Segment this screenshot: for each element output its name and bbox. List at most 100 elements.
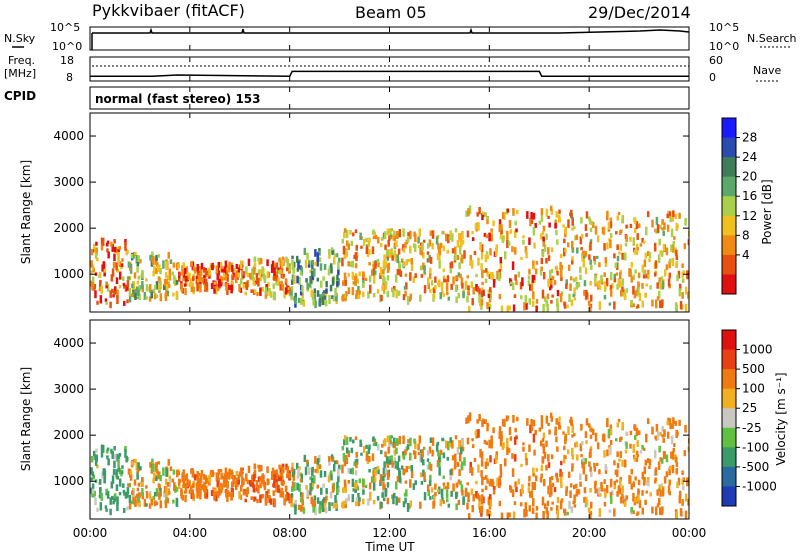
velocity-cell xyxy=(191,489,195,497)
power-cell xyxy=(106,240,110,244)
power-cell xyxy=(252,267,256,275)
power-cell xyxy=(470,260,474,269)
velocity-cell xyxy=(104,505,108,509)
colorbar-tick-label: 20 xyxy=(742,170,757,184)
power-cell xyxy=(173,275,176,285)
velocity-cell xyxy=(481,494,484,498)
velocity-cell xyxy=(589,501,593,509)
power-cell xyxy=(642,240,646,244)
power-cell xyxy=(607,221,611,231)
power-cell xyxy=(575,234,579,240)
velocity-cell xyxy=(668,479,671,486)
x-tick-label: 16:00 xyxy=(472,526,507,540)
power-cell xyxy=(489,290,493,300)
velocity-cell xyxy=(343,458,347,467)
velocity-cell xyxy=(580,423,583,431)
power-cell xyxy=(511,246,514,252)
power-cell xyxy=(371,246,375,255)
power-cell xyxy=(328,254,331,259)
power-cell xyxy=(541,289,545,299)
power-cell xyxy=(100,244,104,251)
velocity-cell xyxy=(367,498,370,506)
velocity-cell xyxy=(547,462,551,468)
power-cell xyxy=(508,219,512,229)
velocity-cell xyxy=(216,480,219,488)
velocity-cell xyxy=(90,467,93,475)
velocity-cell xyxy=(604,463,608,471)
velocity-cell xyxy=(621,485,624,493)
velocity-cell xyxy=(386,497,390,505)
velocity-cell xyxy=(211,469,214,478)
velocity-cell xyxy=(188,480,191,487)
power-cell xyxy=(521,277,524,287)
power-cell xyxy=(309,269,312,273)
velocity-cell xyxy=(196,477,200,485)
velocity-cell xyxy=(403,492,407,497)
velocity-cell xyxy=(560,476,563,485)
power-cell xyxy=(389,248,392,253)
power-cell xyxy=(522,239,525,245)
velocity-cell xyxy=(386,471,390,480)
power-cell xyxy=(135,293,139,298)
velocity-cell xyxy=(562,454,566,464)
velocity-cell xyxy=(341,445,345,451)
power-cell xyxy=(351,260,354,268)
power-cell xyxy=(619,230,622,235)
velocity-cell xyxy=(606,417,609,427)
power-cell xyxy=(532,275,536,281)
power-cell xyxy=(589,239,593,244)
velocity-cell xyxy=(665,471,669,478)
power-cell xyxy=(153,284,157,290)
power-cell xyxy=(222,272,226,278)
power-cell xyxy=(613,253,616,259)
power-cell xyxy=(388,252,392,258)
velocity-cell xyxy=(365,453,369,462)
power-cell xyxy=(547,215,550,220)
power-cell xyxy=(469,259,472,267)
colorbar-segment xyxy=(722,157,736,178)
velocity-cell xyxy=(618,487,622,495)
power-cell xyxy=(287,286,291,291)
velocity-cell xyxy=(543,503,547,509)
power-cell xyxy=(579,266,582,274)
power-cell xyxy=(573,226,576,230)
power-cell xyxy=(603,294,607,300)
velocity-cell xyxy=(558,425,562,430)
velocity-cell xyxy=(208,474,211,483)
velocity-cell xyxy=(106,455,109,460)
power-cell xyxy=(95,247,98,255)
velocity-cell xyxy=(99,502,103,511)
velocity-cell xyxy=(645,433,648,443)
power-cell xyxy=(310,289,313,298)
velocity-cell xyxy=(620,496,623,504)
velocity-cell xyxy=(658,445,661,453)
power-cell xyxy=(121,258,124,262)
power-cell xyxy=(391,255,394,261)
power-cell xyxy=(671,257,675,267)
velocity-cell xyxy=(488,439,491,449)
velocity-cell xyxy=(290,497,293,505)
velocity-cell xyxy=(547,422,550,427)
power-cell xyxy=(132,281,136,290)
velocity-cell xyxy=(422,459,425,466)
velocity-cell xyxy=(196,485,200,490)
power-cell xyxy=(610,289,613,297)
velocity-cell xyxy=(643,466,647,475)
power-cell xyxy=(678,283,682,291)
velocity-cell xyxy=(186,478,189,484)
power-cell xyxy=(488,304,492,310)
velocity-cell xyxy=(225,472,228,482)
power-cell xyxy=(619,272,622,280)
power-cell xyxy=(358,271,362,277)
power-cell xyxy=(125,248,128,256)
power-cell xyxy=(112,261,116,268)
power-cell xyxy=(330,266,333,274)
velocity-cell xyxy=(116,476,120,480)
power-cell xyxy=(665,247,669,256)
power-cell xyxy=(109,301,112,309)
power-cell xyxy=(352,232,355,237)
power-cell xyxy=(499,230,503,240)
velocity-cell xyxy=(357,499,361,507)
velocity-cell xyxy=(657,497,661,506)
power-cell xyxy=(483,232,487,237)
